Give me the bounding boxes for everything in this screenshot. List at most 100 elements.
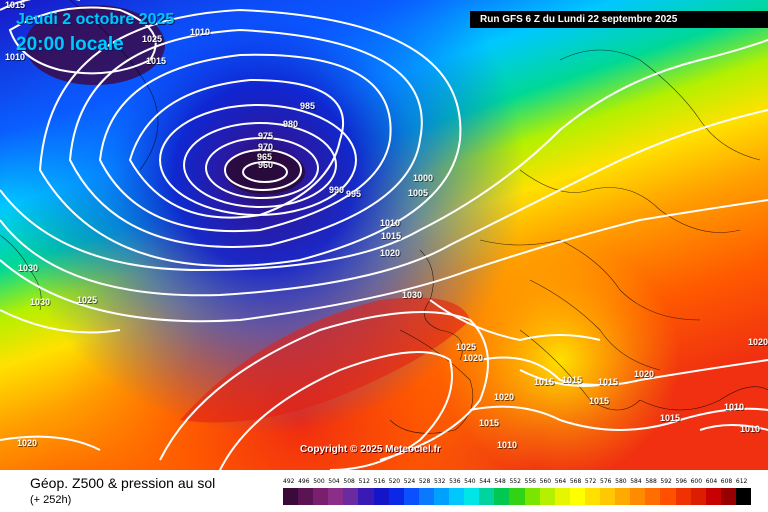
scale-color-cell: [403, 488, 420, 505]
isobar-label: 1010: [190, 27, 211, 37]
scale-color-cell: [479, 488, 495, 505]
isobar-label: 1015: [589, 396, 610, 406]
greenland-low-core: [25, 5, 165, 85]
scale-color-cell: [343, 488, 359, 505]
isobar-label: 1010: [497, 440, 518, 450]
scale-color-cell: [524, 488, 541, 505]
scale-color-cell: [433, 488, 450, 505]
scale-tick-label: 588: [645, 478, 657, 485]
scale-color-cell: [705, 488, 722, 505]
scale-color-cell: [569, 488, 586, 505]
isobar-label: 960: [258, 160, 274, 170]
scale-color-cell: [660, 488, 676, 505]
forecast-lead-time: (+ 252h): [30, 494, 72, 506]
isobar-label: 1015: [5, 0, 26, 10]
scale-tick-label: 564: [554, 478, 567, 485]
scale-color-cell: [449, 488, 465, 505]
product-title: Géop. Z500 & pression au sol: [30, 475, 216, 491]
isobar-label: 1030: [30, 297, 51, 307]
scale-color-cell: [494, 488, 510, 505]
isobar-label: 1015: [479, 418, 500, 428]
scale-color-cell: [464, 488, 480, 505]
scale-tick-label: 504: [328, 478, 340, 485]
isobar-label: 990: [329, 185, 345, 195]
scale-color-cell: [600, 488, 616, 505]
isobar-label: 1030: [18, 263, 39, 273]
scale-color-cell: [539, 488, 556, 505]
scale-color-cell: [388, 488, 405, 505]
scale-color-cell: [283, 488, 299, 505]
scale-tick-label: 568: [569, 478, 582, 485]
scale-color-cell: [554, 488, 571, 505]
scale-color-cell: [298, 488, 314, 505]
copyright-text: Copyright © 2025 Meteociel.fr: [300, 444, 441, 455]
isobar-label: 975: [258, 131, 274, 141]
isobar-label: 1010: [380, 218, 401, 228]
isobar-label: 970: [258, 142, 274, 152]
scale-color-cell: [735, 488, 752, 505]
isobar-label: 1000: [413, 173, 434, 183]
scale-tick-label: 604: [705, 478, 718, 485]
scale-color-cell: [313, 488, 329, 505]
scale-tick-label: 516: [373, 478, 386, 485]
isobar-label: 1020: [748, 337, 768, 347]
scale-tick-label: 572: [584, 478, 597, 485]
scale-tick-label: 548: [494, 478, 506, 485]
isobar-label: 1010: [5, 52, 26, 62]
scale-color-cell: [328, 488, 344, 505]
isobar-label: 965: [257, 152, 273, 162]
isobar-label: 1020: [634, 369, 655, 379]
scale-tick-label: 508: [343, 478, 355, 485]
scale-tick-label: 520: [388, 478, 401, 485]
scale-tick-label: 496: [298, 478, 310, 485]
color-scale: 492 496 500 504 508 512 516 520 524 528 532 536 540 5…: [283, 478, 752, 508]
scale-tick-label: 492: [283, 478, 295, 485]
scale-tick-label: 528: [418, 478, 431, 485]
isobar-label: 1020: [494, 392, 515, 402]
scale-tick-label: 596: [675, 478, 687, 485]
scale-tick-label: 512: [358, 478, 370, 485]
isobar-label: 1005: [408, 188, 429, 198]
scale-tick-label: 544: [479, 478, 491, 485]
atlantic-high-core: [180, 297, 470, 423]
isobar-label: 1020: [380, 248, 401, 258]
scale-color-cell: [690, 488, 707, 505]
coastlines: [0, 0, 768, 434]
model-run-info: Run GFS 6 Z du Lundi 22 septembre 2025: [470, 11, 768, 28]
isobar-label: 1015: [598, 377, 619, 387]
isobar-label: 1025: [142, 34, 163, 44]
scale-tick-label: 584: [630, 478, 642, 485]
scale-tick-label: 524: [403, 478, 416, 485]
isobars: [0, 0, 768, 470]
scale-tick-label: 592: [660, 478, 672, 485]
isobar-label: 1015: [146, 56, 167, 66]
scale-color-cell: [418, 488, 435, 505]
forecast-date: Jeudi 2 octobre 2025: [16, 11, 175, 28]
isobar-label: 985: [300, 101, 316, 111]
isobar-label: 1025: [456, 342, 477, 352]
iceland-low-core: [225, 150, 305, 194]
scale-color-cell: [630, 488, 646, 505]
scale-tick-label: 608: [720, 478, 733, 485]
scale-color-cell: [720, 488, 737, 505]
scale-tick-label: 532: [433, 478, 446, 485]
scale-color-cell: [509, 488, 526, 505]
scale-color-cell: [358, 488, 375, 505]
scale-color-cell: [645, 488, 661, 505]
isobar-label: 1025: [77, 295, 98, 305]
legend-footer: Géop. Z500 & pression au sol (+ 252h) 49…: [0, 470, 768, 512]
isobar-label: 1015: [660, 413, 681, 423]
isobar-label: 1020: [463, 353, 484, 363]
isobar-label: 1020: [17, 438, 38, 448]
scale-color-cell: [373, 488, 390, 505]
isobar-label: 1010: [724, 402, 745, 412]
scale-tick-label: 560: [539, 478, 552, 485]
map-area: Jeudi 2 octobre 2025 20:00 locale Run GF…: [0, 0, 768, 470]
scale-color-cell: [675, 488, 692, 505]
isobar-label: 1030: [402, 290, 423, 300]
isobar-label: 1015: [534, 377, 555, 387]
forecast-local-time: 20:00 locale: [16, 34, 124, 55]
isobar-label: 980: [283, 119, 299, 129]
isobar-label: 995: [346, 189, 362, 199]
